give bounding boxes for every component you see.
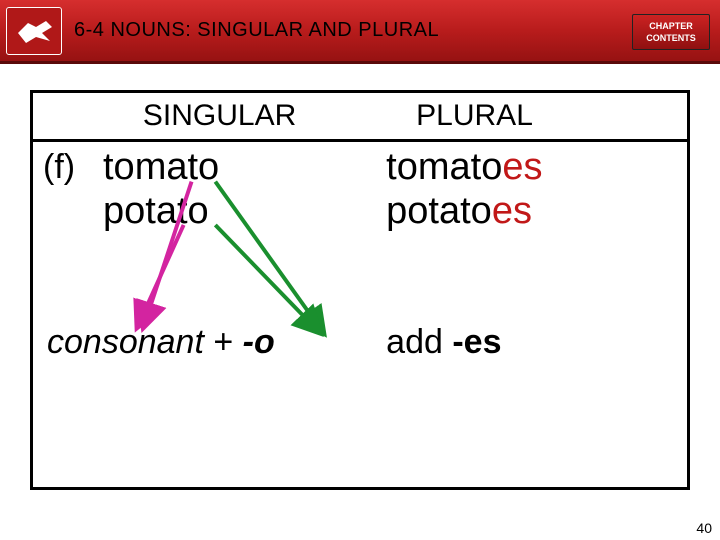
plural-column: tomatoes potatoes xyxy=(386,146,687,233)
content-frame: SINGULAR PLURAL (f) tomato potato tomato… xyxy=(30,90,690,490)
rule-left: consonant + -o xyxy=(33,323,386,362)
rule-es: -es xyxy=(452,323,501,361)
col-header-plural: PLURAL xyxy=(386,93,687,139)
col-header-singular: SINGULAR xyxy=(33,93,386,139)
rule-plus: + xyxy=(204,323,243,361)
column-headers-row: SINGULAR PLURAL xyxy=(33,93,687,142)
rule-right: add -es xyxy=(386,323,687,362)
chapter-contents-button[interactable]: CHAPTER CONTENTS xyxy=(632,14,710,50)
singular-word-2: potato xyxy=(103,190,386,234)
singular-word-1: tomato xyxy=(103,146,386,190)
chapter-header: 6-4 NOUNS: SINGULAR AND PLURAL CHAPTER C… xyxy=(0,0,720,64)
plural-stem-2: potato xyxy=(386,190,492,232)
example-row: (f) tomato potato tomatoes potatoes xyxy=(33,142,687,233)
bird-icon xyxy=(12,13,56,49)
plural-stem-1: tomato xyxy=(386,146,502,188)
plural-suffix-2: es xyxy=(492,190,532,232)
chapter-title: 6-4 NOUNS: SINGULAR AND PLURAL xyxy=(74,19,439,42)
rule-row: consonant + -o add -es xyxy=(33,323,687,362)
plural-word-2: potatoes xyxy=(386,190,687,234)
magenta-arrow-2 xyxy=(138,225,184,325)
plural-suffix-1: es xyxy=(502,146,542,188)
plural-word-1: tomatoes xyxy=(386,146,687,190)
chapter-btn-line2: CONTENTS xyxy=(633,33,709,44)
bird-logo-badge xyxy=(6,7,62,55)
page-number: 40 xyxy=(696,520,712,536)
example-label: (f) xyxy=(43,148,75,187)
rule-consonant: consonant xyxy=(47,323,204,361)
singular-column: tomato potato xyxy=(33,146,386,233)
chapter-btn-line1: CHAPTER xyxy=(633,21,709,32)
green-arrow-2 xyxy=(215,225,318,331)
rule-dash-o: -o xyxy=(243,323,275,361)
rule-add: add xyxy=(386,323,452,361)
